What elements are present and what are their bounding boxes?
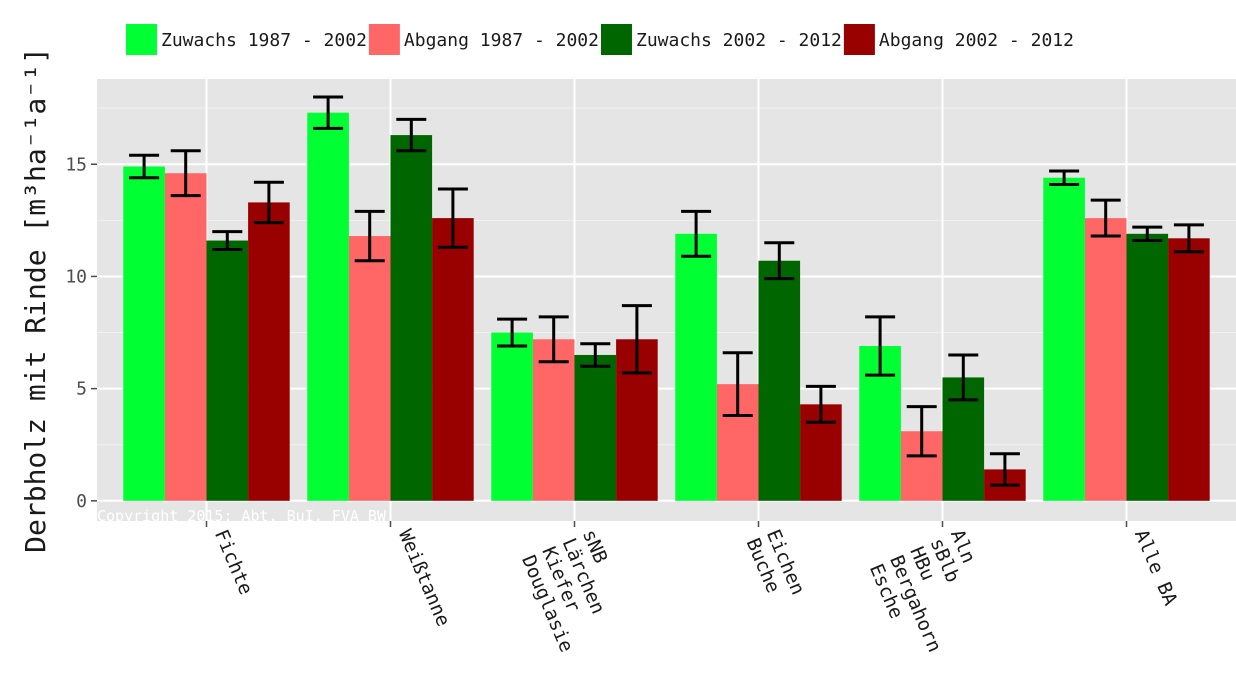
legend-label: Zuwachs 1987 - 2002 xyxy=(161,30,367,51)
error-bar xyxy=(948,353,979,402)
error-bar xyxy=(1049,169,1080,186)
bar xyxy=(491,332,533,501)
bar xyxy=(348,236,391,501)
legend-label: Abgang 1987 - 2002 xyxy=(404,30,599,51)
bar xyxy=(1168,238,1210,501)
y-axis: 0 5 10 15 xyxy=(65,154,97,512)
bar xyxy=(1126,233,1169,501)
x-tick-label: Alle BA xyxy=(1130,526,1182,609)
bar xyxy=(123,166,165,501)
x-tick-label: Weißtanne xyxy=(394,526,454,629)
legend-swatch xyxy=(368,24,400,55)
bar xyxy=(248,202,290,501)
error-bar xyxy=(396,117,427,153)
y-tick-label: 5 xyxy=(76,379,87,400)
bar xyxy=(390,135,433,501)
bar xyxy=(432,218,474,501)
bars xyxy=(123,112,1210,501)
legend-swatch xyxy=(600,24,632,55)
error-bar xyxy=(253,180,284,225)
error-bar xyxy=(129,153,160,180)
error-bar xyxy=(497,317,528,348)
legend-label: Abgang 2002 - 2012 xyxy=(879,30,1074,51)
y-tick-label: 15 xyxy=(65,154,87,175)
legend: Zuwachs 1987 - 2002 Abgang 1987 - 2002 Zuw… xyxy=(126,24,1074,55)
error-bar xyxy=(865,315,896,377)
bar xyxy=(532,339,575,501)
error-bar xyxy=(1173,223,1204,254)
error-bars xyxy=(129,95,1204,487)
x-axis: Fichte Weißtanne DouglasieKieferLärchensNB… xyxy=(205,521,1182,656)
bar xyxy=(1043,177,1085,501)
error-bar xyxy=(805,384,836,424)
bar xyxy=(307,112,349,501)
legend-swatch xyxy=(843,24,875,55)
copyright-annotation: Copyright 2015: Abt. BuI, FVA BW xyxy=(97,507,387,525)
y-axis-title: Derbholz mit Rinde [m³ha⁻¹a⁻¹] xyxy=(19,47,52,553)
error-bar xyxy=(212,230,243,252)
error-bar xyxy=(538,315,569,364)
y-tick-label: 10 xyxy=(65,266,87,287)
bar xyxy=(574,354,617,501)
bar xyxy=(206,240,249,501)
bar xyxy=(758,260,801,501)
error-bar xyxy=(1090,198,1121,238)
y-tick-label: 0 xyxy=(76,491,87,512)
bar xyxy=(1084,218,1127,501)
bar xyxy=(675,233,717,501)
x-tick-label: Fichte xyxy=(210,526,257,598)
bar xyxy=(164,173,207,501)
error-bar xyxy=(906,405,937,458)
error-bar xyxy=(621,304,652,375)
error-bar xyxy=(437,187,468,249)
error-bar xyxy=(170,149,201,198)
error-bar xyxy=(989,452,1020,487)
error-bar xyxy=(722,351,753,418)
error-bar xyxy=(313,95,344,130)
error-bar xyxy=(764,241,795,281)
error-bar xyxy=(681,209,712,258)
error-bar xyxy=(580,342,611,368)
error-bar xyxy=(1132,225,1163,243)
legend-swatch xyxy=(126,24,157,55)
legend-label: Zuwachs 2002 - 2012 xyxy=(636,30,842,51)
error-bar xyxy=(354,209,385,263)
